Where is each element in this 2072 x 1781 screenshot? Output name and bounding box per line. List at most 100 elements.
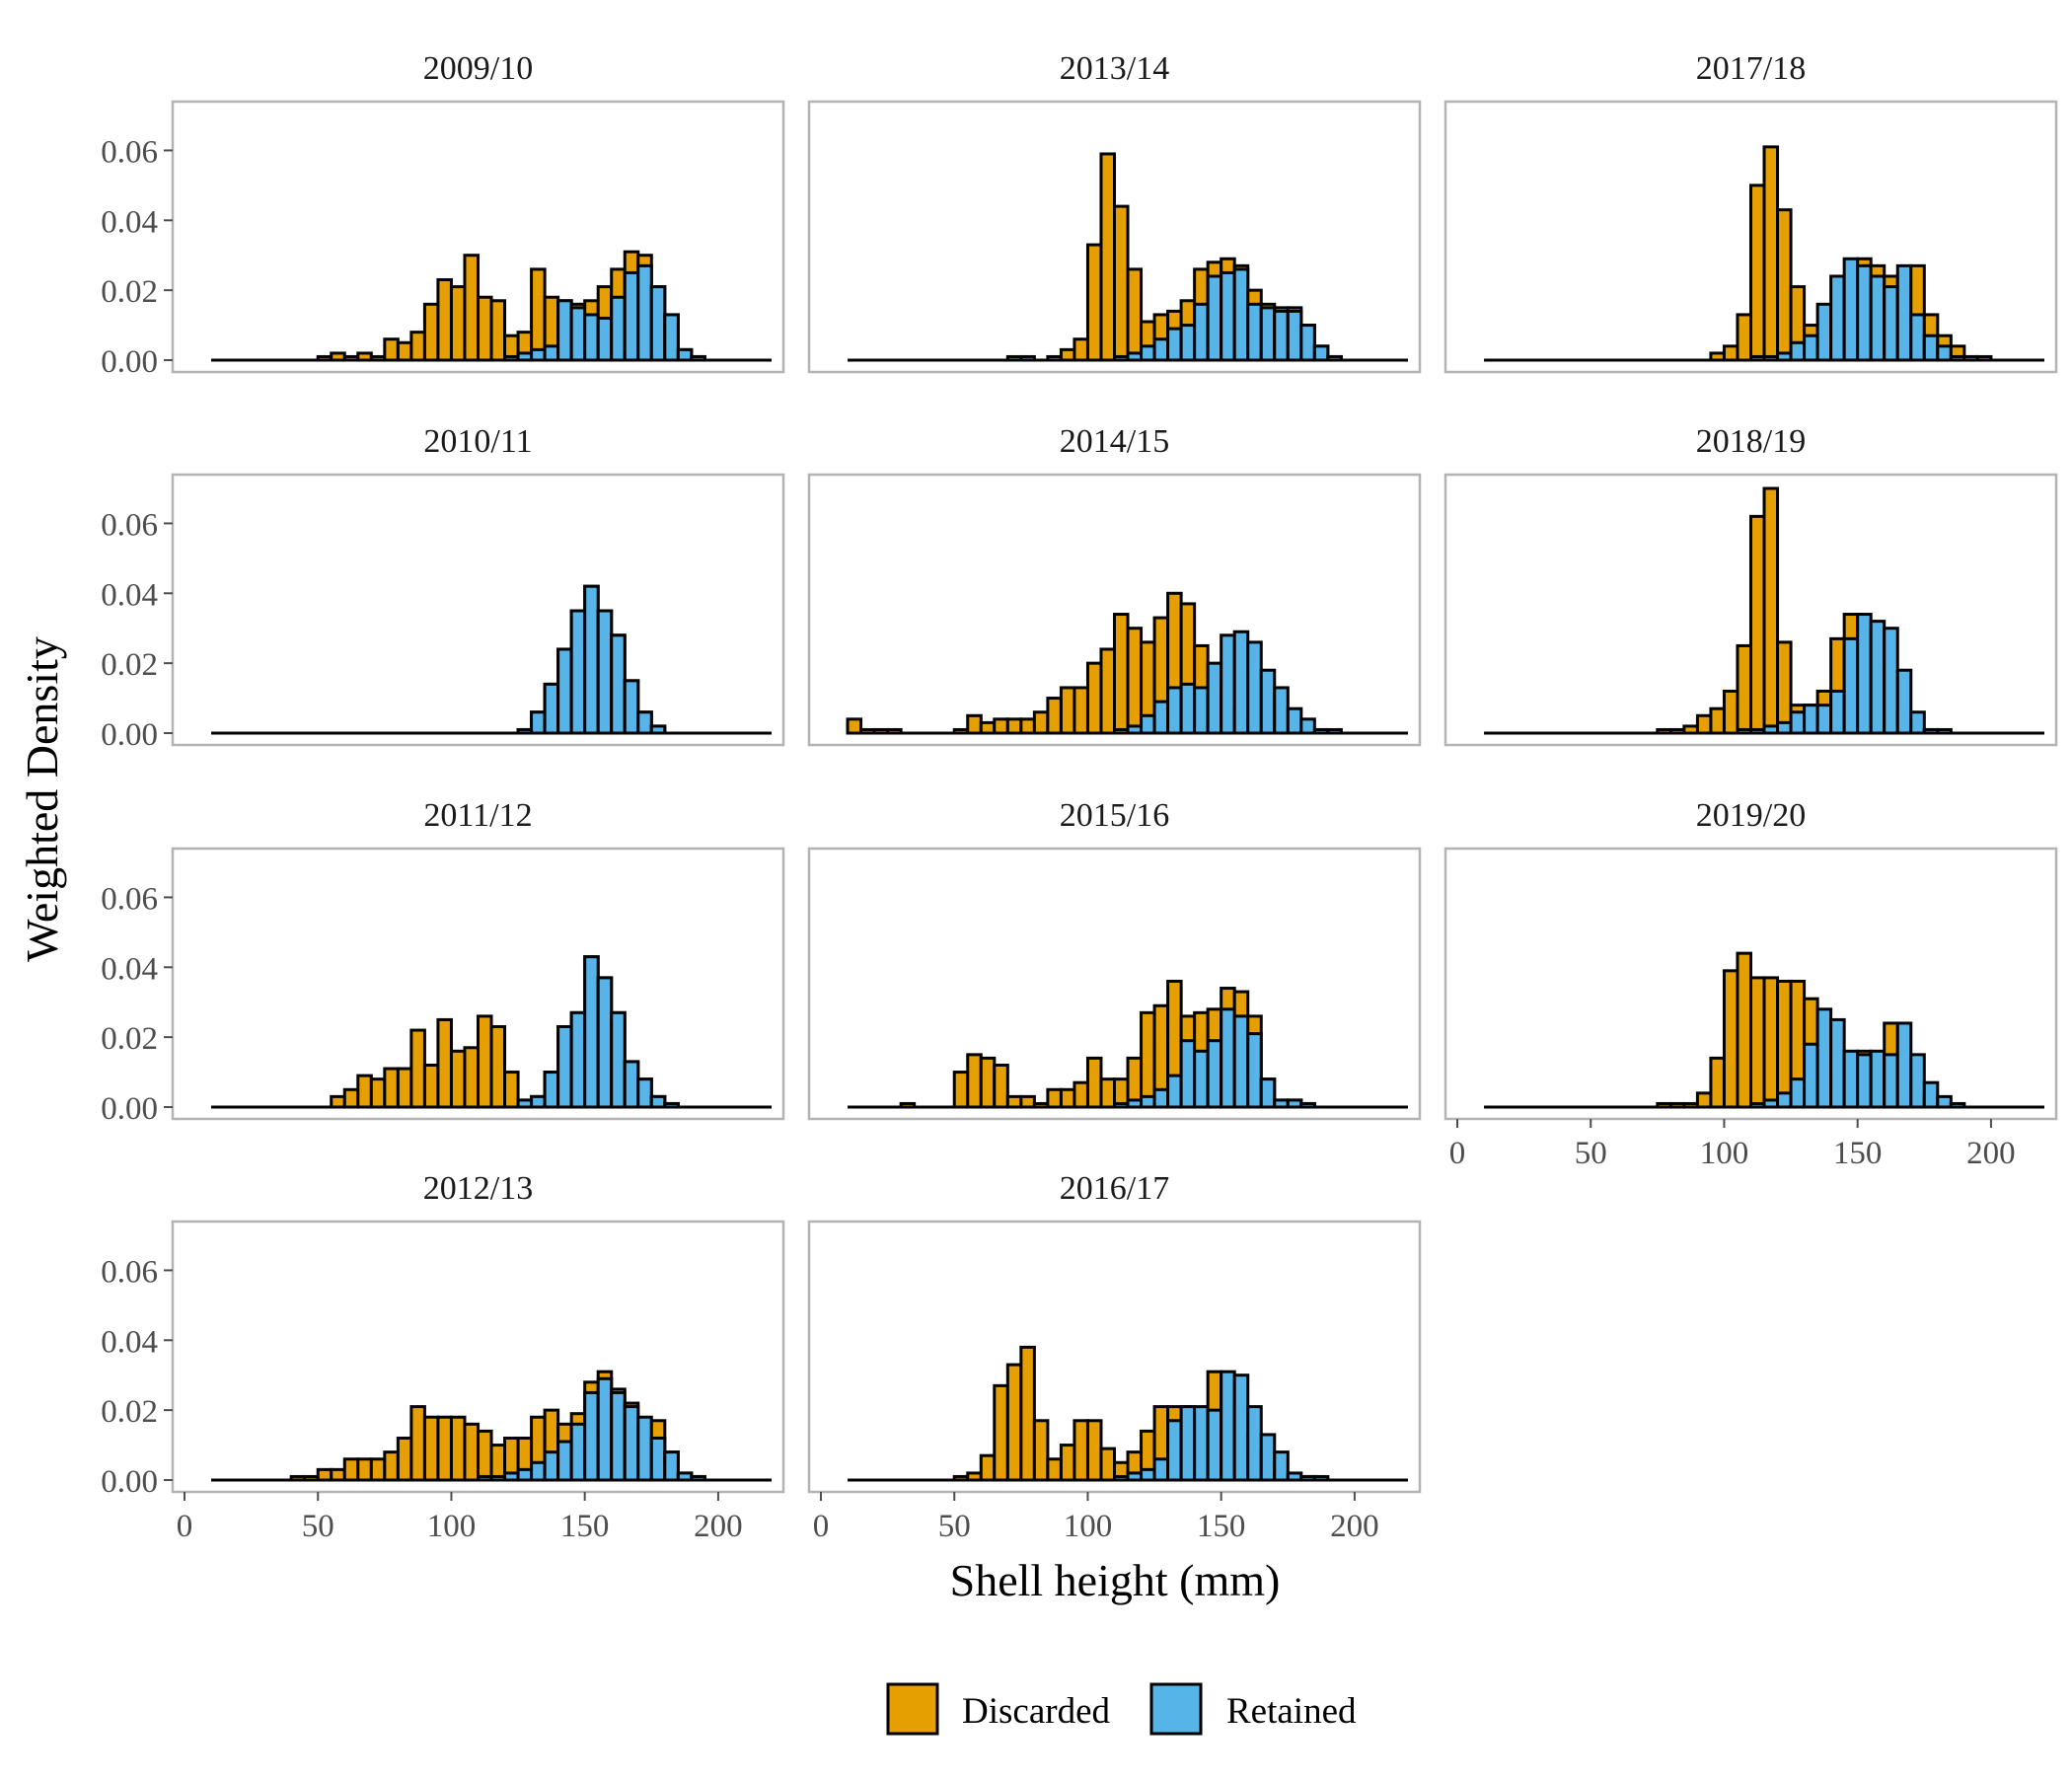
bar-discarded [503,1071,520,1109]
bar-retained [1259,1077,1277,1109]
bar-retained [1856,263,1873,362]
bar-retained [1193,1049,1210,1109]
bar-discarded [449,1049,467,1109]
bar-retained [543,682,560,735]
bar-retained [1140,1467,1156,1482]
x-tick-label: 150 [1833,1136,1883,1171]
bar-retained [1299,717,1316,735]
bar-discarded [1073,337,1089,362]
bar-retained [1936,344,1953,362]
panel-border [1443,473,2058,747]
bar-discarded [1776,640,1793,735]
bar-retained [610,295,627,362]
bar-retained [556,299,573,362]
bar-discarded [993,1383,1009,1482]
legend: Discarded Retained [886,1682,1357,1736]
panel-title: 2016/17 [1060,1170,1169,1207]
bar-discarded [463,1046,480,1109]
bar-retained [1206,661,1223,735]
bar-retained [1259,306,1277,362]
bar-discarded [1019,1345,1036,1482]
bar-retained [1273,686,1290,735]
bar-discarded [979,1453,997,1482]
bar-discarded [356,1074,373,1109]
bar-retained [1232,1373,1250,1482]
bar-retained [636,263,653,362]
bar-discarded [1722,344,1739,362]
y-tick-label: 0.06 [101,507,158,543]
bar-discarded [396,1067,413,1109]
bar-retained [1789,340,1807,362]
facet-panel: 2018/19 [1443,423,2058,747]
bar-retained [1193,302,1210,362]
panel-border [1443,100,2058,374]
bar-discarded [409,1405,426,1482]
bar-retained [1895,668,1913,735]
bar-discarded [1085,1419,1103,1482]
bar-retained [1842,636,1860,735]
bar-discarded [1722,689,1739,735]
bar-discarded [1762,976,1780,1109]
bar-retained [1286,309,1303,362]
bar-retained [1815,704,1833,735]
bar-discarded [1762,145,1780,362]
bar-retained [1909,313,1926,362]
bar-discarded [1736,951,1753,1109]
bar-discarded [952,1071,970,1109]
bar-retained [596,316,614,362]
bar-discarded [449,285,467,362]
panel-title: 2014/15 [1060,423,1169,460]
bar-retained [1140,713,1156,735]
facet-panel: 2010/11 0.00 0.02 0.04 0.06 [101,423,785,753]
x-tick-label: 0 [813,1509,830,1544]
bar-discarded [1005,1094,1023,1109]
panel-border [171,473,785,747]
bar-discarded [396,1436,413,1482]
legend-label-discarded: Discarded [962,1691,1110,1732]
bar-discarded [1749,976,1766,1109]
bar-retained [1909,1053,1926,1109]
bar-retained [1193,686,1210,735]
bar-discarded [369,1077,387,1109]
x-tick-label: 50 [302,1509,334,1544]
bar-retained [1220,1007,1236,1109]
x-tick-label: 200 [1330,1509,1379,1544]
bar-retained [1922,334,1940,362]
bar-discarded [1085,1056,1103,1109]
bar-retained [556,1025,573,1109]
facet-panel: 2014/15 [807,423,1422,747]
bar-retained [1152,337,1170,362]
bar-discarded [1126,267,1144,362]
bar-retained [1232,1014,1250,1109]
bar-retained [1829,1017,1846,1109]
bar-discarded [1113,204,1130,362]
bar-discarded [369,1457,387,1482]
bar-retained [1286,706,1303,735]
bar-discarded [489,1444,507,1482]
y-tick-label: 0.04 [101,577,158,613]
bar-discarded [966,713,983,735]
bar-retained [1179,1405,1197,1482]
bar-retained [1246,302,1263,362]
x-tick-label: 50 [1575,1136,1607,1171]
facet-panel: 2013/14 [807,50,1422,374]
bar-retained [1246,1405,1263,1482]
bar-retained [569,1010,587,1109]
bar-discarded [1099,152,1117,362]
bar-discarded [316,1467,333,1482]
bar-discarded [1005,717,1023,735]
bar-retained [1166,327,1183,362]
bar-discarded [1113,613,1130,735]
bar-discarded [477,1014,493,1109]
bar-retained [663,313,680,362]
bar-retained [649,1094,667,1109]
bar-discarded [477,1429,493,1482]
bar-discarded [993,1063,1009,1109]
bar-discarded [1046,1457,1063,1482]
y-tick-label: 0.02 [101,1021,158,1057]
bar-discarded [846,717,863,735]
bar-discarded [1762,486,1780,735]
bar-retained [1179,682,1197,735]
bar-retained [543,1450,560,1482]
